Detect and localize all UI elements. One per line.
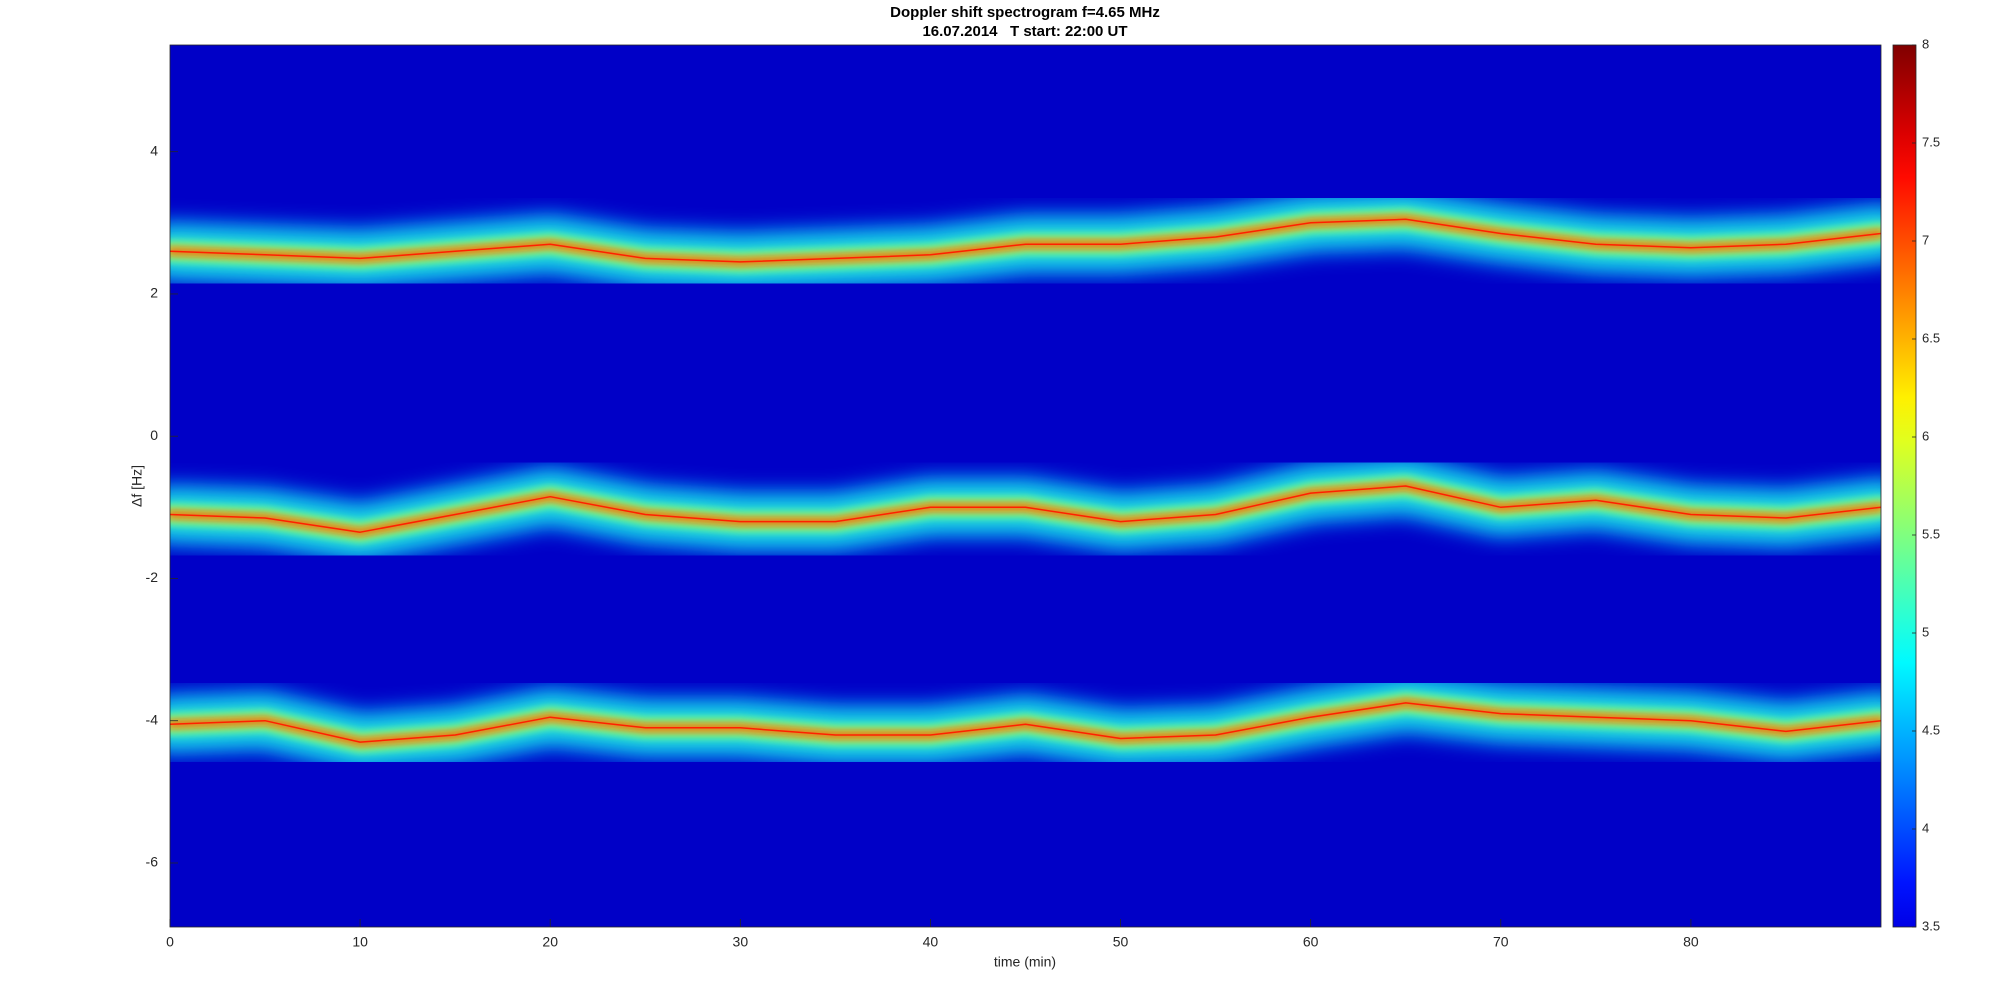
y-tick-label: -2	[146, 569, 159, 585]
colorbar-tick-label: 3.5	[1922, 918, 1940, 933]
y-tick-label: 4	[150, 142, 158, 158]
y-tick-label: 2	[150, 285, 158, 301]
colorbar-tick-label: 6	[1922, 428, 1929, 443]
y-tick-label: -4	[146, 711, 159, 727]
colorbar-tick-label: 4	[1922, 820, 1929, 835]
spectrogram-bands	[170, 188, 1881, 774]
x-axis-label: time (min)	[994, 954, 1056, 970]
chart-subtitle: 16.07.2014 T start: 22:00 UT	[922, 23, 1127, 40]
colorbar-tick-label: 5	[1922, 624, 1929, 639]
y-tick-label: 0	[150, 427, 158, 443]
x-tick-label: 50	[1113, 934, 1129, 950]
colorbar-tick-label: 4.5	[1922, 722, 1940, 737]
x-tick-label: 0	[166, 934, 174, 950]
colorbar-tick-label: 8	[1922, 36, 1929, 51]
doppler-trace	[170, 218, 1881, 263]
doppler-trace	[170, 485, 1881, 533]
colorbar-tick-label: 7.5	[1922, 134, 1940, 149]
colorbar	[1892, 44, 1917, 928]
x-tick-label: 30	[733, 934, 749, 950]
doppler-trace	[170, 702, 1881, 743]
colorbar-tick-label: 5.5	[1922, 526, 1940, 541]
colorbar-tick-label: 7	[1922, 232, 1929, 247]
x-tick-label: 40	[923, 934, 939, 950]
chart-title: Doppler shift spectrogram f=4.65 MHz	[890, 4, 1160, 21]
x-tick-label: 60	[1303, 934, 1319, 950]
y-axis-label: Δf [Hz]	[129, 465, 145, 507]
x-tick-label: 10	[352, 934, 368, 950]
x-tick-label: 70	[1493, 934, 1509, 950]
y-tick-label: -6	[146, 854, 159, 870]
x-tick-label: 20	[542, 934, 558, 950]
colorbar-tick-label: 6.5	[1922, 330, 1940, 345]
x-tick-label: 80	[1683, 934, 1699, 950]
plot-frame	[169, 44, 1882, 928]
